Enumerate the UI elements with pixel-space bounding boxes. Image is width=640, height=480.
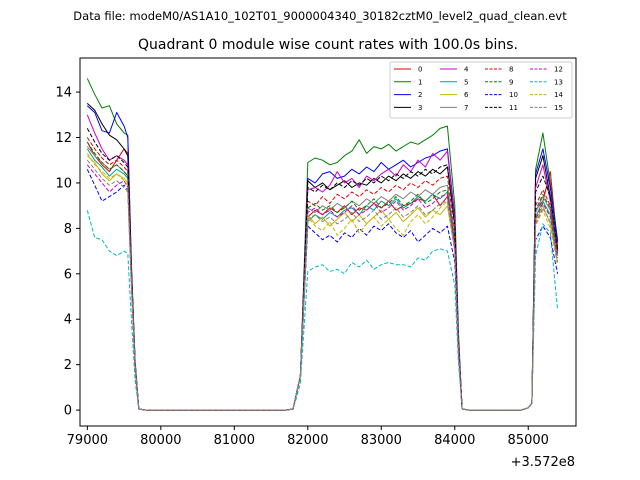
y-tick-label: 4: [64, 313, 72, 328]
legend-label: 11: [509, 104, 518, 112]
series-line-12: [299, 193, 463, 410]
series-line-4: [299, 150, 463, 410]
legend-frame: [389, 61, 573, 119]
legend-label: 8: [509, 66, 513, 74]
y-tick-label: 12: [55, 131, 72, 146]
series-line-13: [299, 248, 463, 410]
series-line-15: [299, 200, 463, 410]
legend-label: 9: [509, 78, 513, 86]
y-axis: 0 2 4 6 8 10 12 14: [55, 86, 80, 419]
legend-label: 7: [464, 104, 468, 112]
series-line-15: [86, 159, 301, 411]
plot-area: [86, 78, 559, 411]
x-tick-label: 82000: [287, 433, 328, 448]
series-15: [86, 159, 559, 411]
legend-label: 10: [509, 91, 518, 99]
chart-suptitle: Data file: modeM0/AS1A10_102T01_90000043…: [73, 9, 567, 23]
series-line-15: [462, 207, 559, 411]
legend-label: 4: [464, 66, 469, 74]
x-axis: 79000 80000 81000 82000 83000 84000 85000: [67, 426, 549, 448]
y-tick-label: 6: [64, 267, 72, 282]
y-tick-label: 0: [64, 404, 72, 419]
x-tick-label: 80000: [140, 433, 181, 448]
x-tick-label: 84000: [434, 433, 475, 448]
series-line-1: [299, 125, 463, 410]
series-line-6: [299, 205, 463, 410]
chart-title: Quadrant 0 module wise count rates with …: [138, 37, 518, 53]
x-offset-label: +3.572e8: [511, 455, 575, 470]
x-tick-label: 79000: [67, 433, 108, 448]
legend-label: 5: [464, 78, 468, 86]
series-line-11: [299, 164, 463, 410]
legend-label: 15: [554, 104, 563, 112]
series-line-7: [299, 184, 463, 410]
legend-label: 0: [418, 66, 422, 74]
plot-frame: [79, 57, 577, 427]
legend-label: 2: [418, 91, 422, 99]
series-line-10: [299, 223, 463, 410]
x-tick-label: 83000: [361, 433, 402, 448]
y-tick-label: 14: [55, 86, 72, 101]
legend-label: 14: [554, 91, 563, 99]
series-line-14: [299, 200, 463, 410]
legend-label: 12: [554, 66, 563, 74]
legend-label: 6: [464, 91, 469, 99]
x-tick-label: 81000: [214, 433, 255, 448]
series-line-5: [299, 191, 463, 410]
legend-label: 3: [418, 104, 422, 112]
y-tick-label: 10: [55, 176, 72, 191]
series-line-3: [299, 166, 463, 410]
legend-label: 1: [418, 78, 422, 86]
series-line-2: [299, 148, 463, 410]
y-tick-label: 2: [64, 358, 72, 373]
y-tick-label: 8: [64, 222, 72, 237]
series-line-9: [299, 189, 463, 410]
x-tick-label: 85000: [508, 433, 549, 448]
legend-label: 13: [554, 78, 563, 86]
series-line-8: [299, 175, 463, 410]
